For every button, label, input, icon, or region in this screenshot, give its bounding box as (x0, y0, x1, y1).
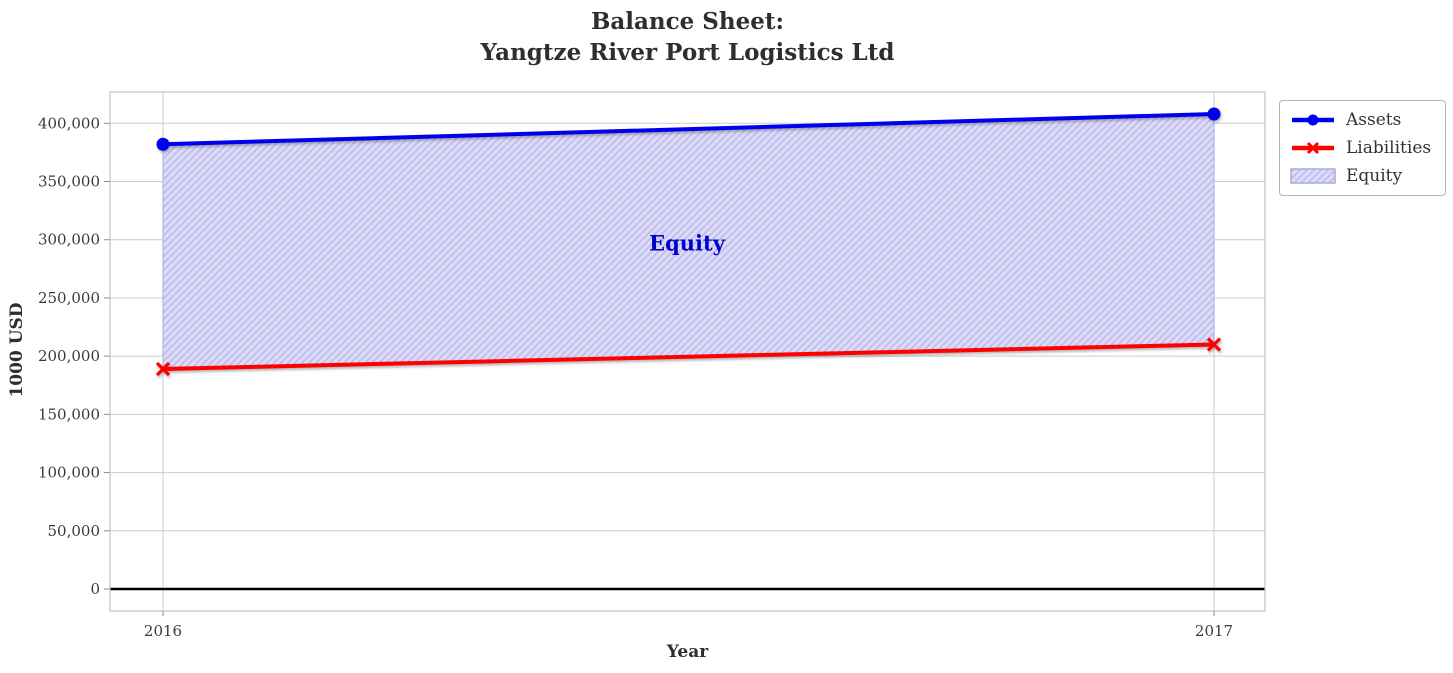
y-tick-label: 100,000 (38, 464, 100, 482)
y-tick-label: 150,000 (38, 405, 100, 423)
y-tick-label: 50,000 (48, 522, 101, 540)
chart-title-line1: Balance Sheet: (590, 8, 785, 35)
x-tick-label: 2016 (144, 622, 182, 640)
legend-label-equity: Equity (1346, 166, 1403, 186)
legend-label-assets: Assets (1346, 110, 1402, 130)
y-tick-label: 0 (90, 580, 100, 598)
assets-point-marker (156, 137, 170, 151)
y-tick-label: 250,000 (38, 289, 100, 307)
y-tick-label: 200,000 (38, 347, 100, 365)
legend-label-liabilities: Liabilities (1346, 138, 1432, 158)
equity-hatch-patch-icon (1290, 168, 1336, 184)
legend-item-liabilities: Liabilities (1289, 136, 1436, 160)
y-tick-label: 400,000 (38, 114, 100, 132)
liabilities-line-x-icon (1292, 141, 1334, 155)
y-axis-label: 1000 USD (7, 302, 27, 398)
assets-line (162, 111, 1215, 147)
chart-title: Balance Sheet: Yangtze River Port Logist… (110, 6, 1265, 68)
liabilities-point-marker (1206, 337, 1222, 352)
liabilities-point-marker (155, 361, 171, 377)
legend-item-assets: Assets (1289, 108, 1436, 132)
assets-line-circle-icon (1292, 114, 1334, 126)
liabilities-line (162, 342, 1215, 371)
assets-point-marker (1207, 107, 1221, 121)
legend-item-equity: Equity (1289, 164, 1436, 188)
x-tick-label: 2017 (1195, 622, 1233, 640)
chart-title-line2: Yangtze River Port Logistics Ltd (480, 39, 895, 66)
legend: Assets Liabilities Equity (1279, 100, 1446, 196)
equity-annotation: Equity (649, 230, 725, 256)
y-tick-label: 350,000 (38, 173, 100, 191)
y-tick-label: 300,000 (38, 231, 100, 249)
x-axis-label: Year (666, 642, 709, 662)
